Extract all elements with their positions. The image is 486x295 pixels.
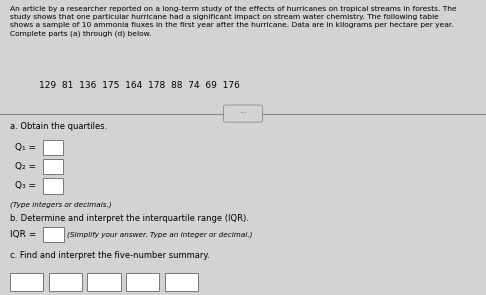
FancyBboxPatch shape xyxy=(43,178,63,194)
FancyBboxPatch shape xyxy=(43,159,63,174)
Text: IQR =: IQR = xyxy=(10,230,39,239)
Text: a. Obtain the quartiles.: a. Obtain the quartiles. xyxy=(10,122,107,132)
Text: b. Determine and interpret the interquartile range (IQR).: b. Determine and interpret the interquar… xyxy=(10,214,249,223)
Text: Q₃ =: Q₃ = xyxy=(15,181,38,190)
Text: (Simplify your answer. Type an integer or decimal.): (Simplify your answer. Type an integer o… xyxy=(67,231,252,238)
Text: (Type integers or decimals.): (Type integers or decimals.) xyxy=(10,201,111,208)
FancyBboxPatch shape xyxy=(43,227,64,242)
Text: Q₂ =: Q₂ = xyxy=(15,162,38,171)
FancyBboxPatch shape xyxy=(224,105,262,122)
Text: ···: ··· xyxy=(240,109,246,118)
FancyBboxPatch shape xyxy=(126,273,159,291)
Text: Q₁ =: Q₁ = xyxy=(15,143,38,152)
FancyBboxPatch shape xyxy=(49,273,82,291)
FancyBboxPatch shape xyxy=(87,273,121,291)
FancyBboxPatch shape xyxy=(10,273,43,291)
Text: 129  81  136  175  164  178  88  74  69  176: 129 81 136 175 164 178 88 74 69 176 xyxy=(39,81,240,90)
Text: An article by a researcher reported on a long-term study of the effects of hurri: An article by a researcher reported on a… xyxy=(10,6,456,37)
Text: c. Find and interpret the five-number summary.: c. Find and interpret the five-number su… xyxy=(10,251,209,260)
FancyBboxPatch shape xyxy=(43,140,63,155)
FancyBboxPatch shape xyxy=(165,273,198,291)
